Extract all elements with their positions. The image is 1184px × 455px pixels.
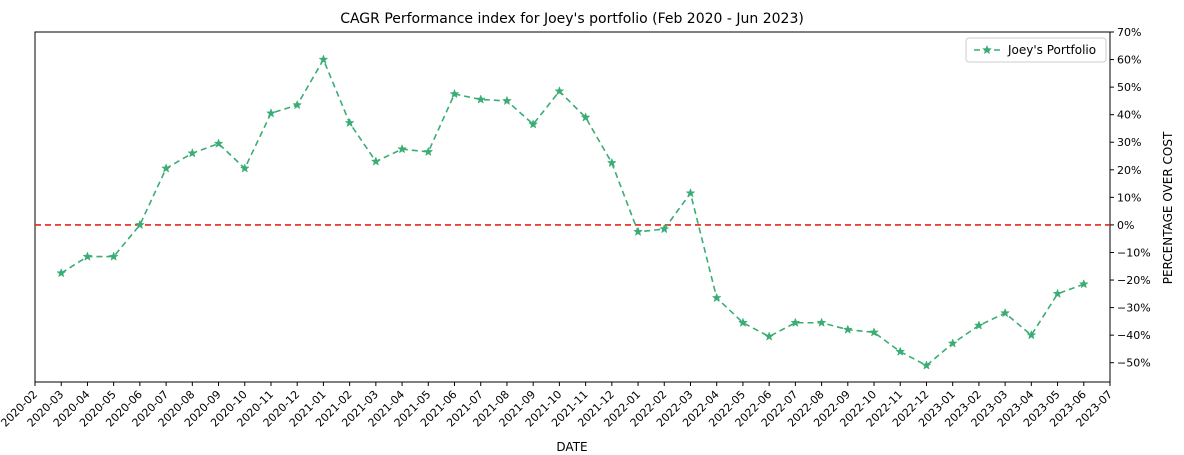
data-point-star-marker (56, 267, 67, 278)
plot-frame (34, 31, 1111, 383)
data-point-star-marker (1000, 307, 1011, 318)
y-tick-label: 10% (1117, 191, 1141, 204)
data-point-star-marker (606, 157, 617, 168)
data-point-star-marker (790, 317, 801, 327)
data-point-star-marker (292, 99, 303, 110)
data-point-star-marker (1026, 329, 1037, 340)
data-point-star-marker (423, 146, 434, 157)
data-point-star-marker (554, 86, 565, 96)
y-tick-label: 20% (1117, 164, 1141, 177)
data-point-star-marker (266, 108, 276, 118)
data-point-star-marker (842, 324, 853, 334)
data-point-star-marker (633, 226, 644, 237)
chart-title: CAGR Performance index for Joey's portfo… (340, 11, 804, 27)
y-tick-label: −50% (1117, 357, 1151, 370)
y-tick-label: −20% (1117, 274, 1151, 287)
data-point-star-marker (134, 219, 145, 230)
data-point-star-marker (685, 188, 696, 198)
x-axis-label: DATE (556, 440, 587, 454)
data-point-star-marker (239, 163, 250, 173)
data-point-star-marker (1052, 288, 1063, 299)
data-point-star-marker (397, 143, 408, 154)
data-point-star-marker (711, 292, 722, 303)
data-point-star-marker (1078, 278, 1089, 289)
y-tick-label: −40% (1117, 329, 1151, 342)
data-point-star-marker (318, 54, 329, 64)
y-tick-label: −10% (1117, 246, 1151, 259)
y-tick-label: 70% (1117, 26, 1141, 39)
data-point-star-marker (449, 88, 460, 99)
data-point-star-marker (213, 138, 224, 148)
y-tick-label: 40% (1117, 109, 1141, 122)
data-point-star-marker (737, 317, 748, 327)
data-point-star-marker (187, 148, 198, 158)
legend-star-marker (982, 44, 992, 55)
y-tick-label: 30% (1117, 136, 1141, 149)
data-point-star-marker (501, 95, 512, 106)
data-point-star-marker (895, 346, 906, 356)
y-axis: 70% 60% 50% 40% 30% 20% 10% 0% −10% −20% −30% −40% −… (1110, 26, 1151, 370)
data-point-star-marker (816, 317, 827, 327)
y-axis-label: PERCENTAGE OVER COST (1161, 131, 1175, 284)
y-tick-label: 60% (1117, 54, 1141, 67)
y-tick-label: 0% (1117, 219, 1134, 232)
data-point-star-marker (344, 117, 355, 128)
legend-box (965, 37, 1107, 63)
legend: Joey's Portfolio (965, 37, 1107, 63)
y-tick-label: 50% (1117, 81, 1141, 94)
data-point-star-marker (973, 320, 984, 330)
data-point-star-marker (947, 338, 958, 348)
data-point-star-marker (475, 94, 486, 104)
data-point-star-marker (108, 251, 119, 261)
data-point-star-marker (764, 331, 775, 341)
data-point-star-marker (580, 112, 591, 122)
legend-label: Joey's Portfolio (1007, 43, 1096, 57)
series-line (60, 57, 1085, 367)
data-point-star-marker (921, 360, 932, 370)
data-point-star-marker (370, 156, 381, 166)
x-axis: 2020-022020-032020-042020-052020-062020-… (0, 382, 1115, 430)
data-point-star-marker (869, 327, 879, 337)
plot-area (34, 31, 1111, 383)
data-point-star-marker (659, 223, 670, 234)
data-point-star-marker (161, 163, 172, 173)
data-point-star-marker (82, 251, 93, 261)
data-point-star-marker (528, 119, 539, 129)
y-tick-label: −30% (1117, 302, 1151, 315)
